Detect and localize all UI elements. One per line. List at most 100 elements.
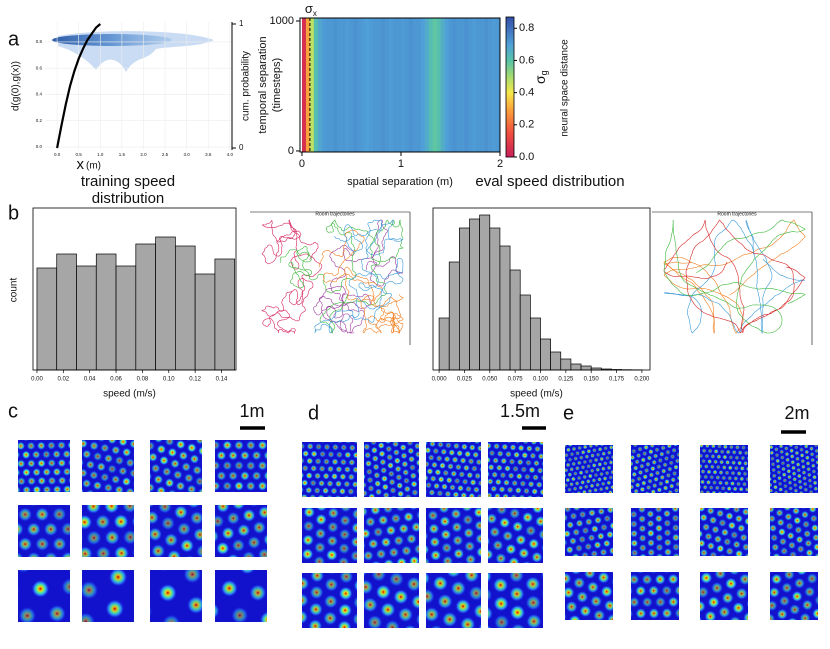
firing-field [825, 603, 830, 614]
firing-field [104, 425, 113, 434]
firing-field [441, 542, 453, 554]
firing-field [505, 450, 512, 458]
heat-column [496, 18, 501, 152]
firing-field [477, 560, 481, 563]
firing-field [404, 493, 412, 497]
firing-field [352, 612, 357, 627]
bar [438, 317, 450, 371]
firing-field [221, 526, 235, 540]
firing-field [343, 466, 351, 473]
firing-field [816, 465, 818, 471]
firing-field [294, 450, 301, 457]
firing-field [576, 490, 582, 493]
firing-field [335, 465, 343, 473]
firing-field [810, 621, 821, 632]
firing-field [578, 470, 584, 476]
firing-field [631, 539, 639, 548]
firing-field [625, 450, 630, 455]
firing-field [173, 429, 183, 439]
firing-field [808, 489, 814, 493]
firing-field [185, 440, 193, 442]
firing-field [723, 508, 731, 511]
firing-field [185, 555, 195, 557]
trajectory [314, 219, 404, 334]
firing-field [453, 442, 460, 450]
firing-field [774, 452, 780, 458]
firing-field [760, 520, 768, 528]
firing-field [216, 450, 227, 461]
firing-field [603, 445, 609, 451]
density-core [52, 34, 172, 46]
firing-field [648, 585, 660, 597]
firing-field [664, 558, 672, 566]
firing-field [302, 479, 309, 487]
firing-field [621, 496, 629, 504]
firing-field [385, 445, 393, 453]
firing-field [811, 469, 817, 474]
heat-column [412, 18, 418, 152]
firing-field [795, 535, 804, 544]
firing-field [302, 515, 303, 522]
firing-field [669, 483, 675, 489]
firing-field [95, 545, 111, 557]
firing-field [799, 453, 805, 458]
firing-field [43, 522, 58, 537]
firing-field [573, 576, 586, 590]
firing-field [433, 482, 440, 490]
x-tick-label: 1 [398, 158, 404, 170]
firing-field [565, 538, 568, 547]
firing-field [131, 515, 134, 527]
firing-field [725, 511, 734, 521]
firing-field [488, 624, 493, 628]
firing-field [797, 626, 808, 637]
firing-field [384, 619, 401, 628]
firing-field [810, 457, 816, 463]
scale-bar-label: 1m [239, 401, 264, 421]
firing-field [273, 545, 286, 558]
firing-field [672, 543, 679, 552]
firing-field [364, 465, 366, 472]
colorbar-cell [506, 85, 514, 88]
firing-field [269, 481, 279, 491]
heat-column [381, 18, 386, 152]
firing-field [517, 444, 525, 452]
firing-field [700, 474, 703, 480]
firing-field [680, 519, 688, 527]
firing-field [408, 455, 416, 463]
firing-field [700, 508, 706, 513]
firing-field [719, 554, 727, 556]
firing-field [255, 440, 258, 441]
firing-field [789, 550, 797, 556]
heat-column [313, 18, 319, 152]
firing-field [206, 438, 216, 448]
firing-field [750, 451, 755, 456]
firing-field [510, 623, 526, 628]
firing-field [364, 481, 367, 489]
firing-field [795, 462, 801, 467]
firing-field [499, 471, 507, 479]
colorbar-cell [506, 115, 514, 118]
firing-field [242, 634, 259, 649]
firing-field [380, 536, 392, 548]
firing-field [616, 469, 621, 474]
firing-field [600, 523, 608, 532]
firing-field [436, 489, 444, 497]
firing-field [154, 440, 164, 443]
firing-field [53, 440, 59, 441]
firing-field [582, 445, 588, 450]
firing-field [464, 540, 476, 552]
firing-field [734, 445, 740, 450]
firing-field [783, 446, 789, 451]
firing-field [373, 471, 381, 479]
firing-field [426, 588, 435, 605]
bar [194, 273, 216, 371]
firing-field [541, 588, 543, 598]
heat-column [460, 18, 465, 152]
firing-field [578, 560, 586, 568]
firing-field [805, 548, 814, 556]
firing-field [622, 554, 630, 562]
firing-field [426, 481, 432, 489]
firing-field [726, 486, 732, 492]
firing-field [711, 525, 720, 534]
firing-field [503, 479, 510, 486]
